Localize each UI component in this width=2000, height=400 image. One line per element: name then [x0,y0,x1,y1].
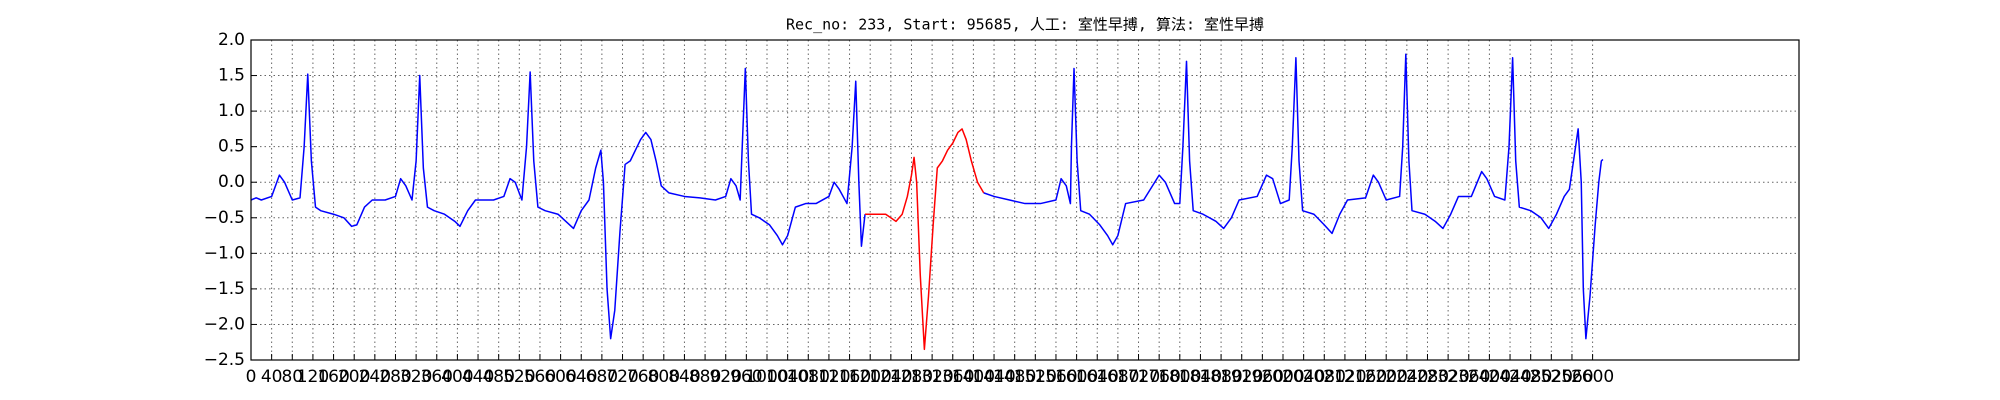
x-tick-label: 320 [400,367,432,387]
x-tick-label: 2120 [1323,367,1366,387]
x-tick-label: 2440 [1488,367,1531,387]
x-tick-label: 1760 [1138,367,1181,387]
x-tick-label: 2240 [1385,367,1428,387]
x-tick-label: 1560 [1034,367,1077,387]
x-tick-label: 1120 [807,367,850,387]
x-tick-label: 1680 [1096,367,1139,387]
x-tick-label: 360 [421,367,453,387]
y-tick-label: −1.5 [204,279,245,299]
x-tick-label: 400 [441,367,473,387]
x-tick-label: 1280 [890,367,933,387]
x-tick-label: 2000 [1261,367,1304,387]
x-tick-label: 160 [317,367,349,387]
x-tick-label: 1960 [1241,367,1284,387]
y-tick-label: 0.5 [218,137,245,157]
x-tick-label: 0 [246,367,257,387]
x-tick-label: 280 [379,367,411,387]
x-tick-label: 2600 [1571,367,1614,387]
x-tick-label: 1600 [1055,367,1098,387]
x-tick-label: 1240 [869,367,912,387]
x-tick-label: 2360 [1447,367,1490,387]
x-tick-label: 880 [689,367,721,387]
x-tick-label: 200 [338,367,370,387]
x-tick-label: 640 [565,367,597,387]
chart-title: Rec_no: 233, Start: 95685, 人工: 室性早搏, 算法:… [786,16,1264,34]
x-tick-label: 1080 [787,367,830,387]
x-tick-label: 760 [627,367,659,387]
x-tick-label: 1640 [1076,367,1119,387]
x-tick-label: 2560 [1550,367,1593,387]
x-tick-label: 1840 [1179,367,1222,387]
x-tick-label: 2280 [1406,367,1449,387]
x-tick-label: 80 [281,367,303,387]
y-tick-label: −2.0 [204,314,245,334]
x-tick-label: 1360 [931,367,974,387]
x-tick-label: 120 [297,367,329,387]
ecg-line [250,67,866,340]
y-tick-label: 0.0 [218,172,245,192]
x-tick-label: 1920 [1220,367,1263,387]
x-tick-label: 1040 [766,367,809,387]
x-tick-label: 1320 [910,367,953,387]
x-tick-label: 1400 [952,367,995,387]
ecg-line [983,53,1604,340]
y-tick-label: −2.5 [204,350,245,370]
x-tick-label: 2040 [1282,367,1325,387]
x-tick-label: 2480 [1509,367,1552,387]
x-tick-label: 2400 [1468,367,1511,387]
x-tick-label: 40 [261,367,283,387]
x-tick-label: 1000 [745,367,788,387]
plot-frame [250,39,1800,361]
x-tick-label: 2160 [1344,367,1387,387]
y-tick-label: −1.0 [204,243,245,263]
x-tick-label: 1160 [828,367,871,387]
y-tick-label: 2.0 [218,30,245,50]
x-tick-label: 800 [648,367,680,387]
x-tick-label: 720 [606,367,638,387]
x-tick-label: 920 [709,367,741,387]
x-tick-label: 2200 [1365,367,1408,387]
x-tick-label: 840 [668,367,700,387]
x-tick-label: 2520 [1530,367,1573,387]
x-tick-label: 1200 [849,367,892,387]
x-tick-label: 960 [730,367,762,387]
x-tick-label: 240 [359,367,391,387]
x-tick-label: 600 [544,367,576,387]
y-tick-label: 1.0 [218,101,245,121]
x-tick-label: 480 [482,367,514,387]
x-tick-label: 520 [503,367,535,387]
x-tick-label: 1480 [993,367,1036,387]
x-tick-label: 680 [586,367,618,387]
x-tick-label: 2080 [1303,367,1346,387]
ecg-line [865,128,985,351]
x-tick-label: 2320 [1426,367,1469,387]
x-tick-label: 560 [524,367,556,387]
y-tick-label: 1.5 [218,66,245,86]
x-tick-label: 1520 [1014,367,1057,387]
x-tick-label: 1440 [972,367,1015,387]
x-tick-label: 1880 [1199,367,1242,387]
x-tick-label: 440 [462,367,494,387]
y-tick-label: −0.5 [204,208,245,228]
x-tick-label: 1720 [1117,367,1160,387]
x-tick-label: 1800 [1158,367,1201,387]
